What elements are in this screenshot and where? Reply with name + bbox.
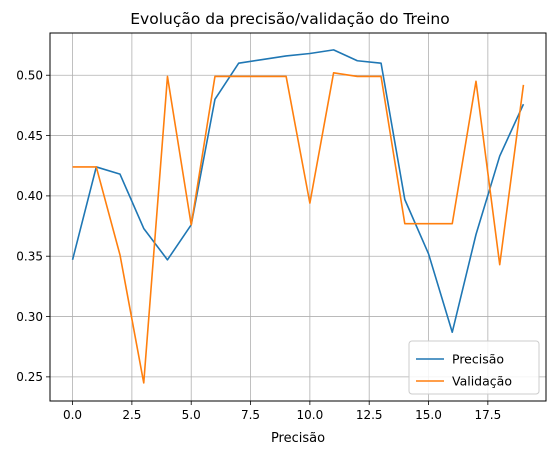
y-tick-label: 0.45 — [16, 129, 43, 143]
legend-label-1: Precisão — [452, 352, 504, 367]
x-tick-label: 7.5 — [241, 408, 260, 422]
series-lines — [71, 49, 525, 384]
x-tick-label: 10.0 — [297, 408, 324, 422]
plot-frame — [49, 32, 547, 402]
y-tick-label: 0.50 — [16, 69, 43, 83]
x-tick-label: 12.5 — [356, 408, 383, 422]
x-tick-label: 17.5 — [474, 408, 501, 422]
x-tick-label: 2.5 — [122, 408, 141, 422]
x-tick-label: 15.0 — [415, 408, 442, 422]
x-tick-label: 0.0 — [63, 408, 82, 422]
y-tick-label: 0.35 — [16, 250, 43, 264]
x-axis-title: Precisão — [271, 431, 325, 446]
y-tick-label: 0.40 — [16, 189, 43, 203]
legend-label-2: Validação — [452, 374, 512, 389]
series-line-1 — [71, 49, 525, 334]
axis-ticks: 0.0 2.5 5.0 7.5 10.0 12.5 15.0 17.5 0.25 0.30 0.35… — [16, 69, 501, 422]
x-tick-label: 5.0 — [182, 408, 201, 422]
legend: Precisão Validação — [408, 340, 540, 395]
y-tick-label: 0.30 — [16, 310, 43, 324]
series-line-2 — [72, 72, 525, 384]
y-tick-label: 0.25 — [16, 370, 43, 384]
chart-title: Evolução da precisão/validação do Treino — [130, 10, 449, 28]
